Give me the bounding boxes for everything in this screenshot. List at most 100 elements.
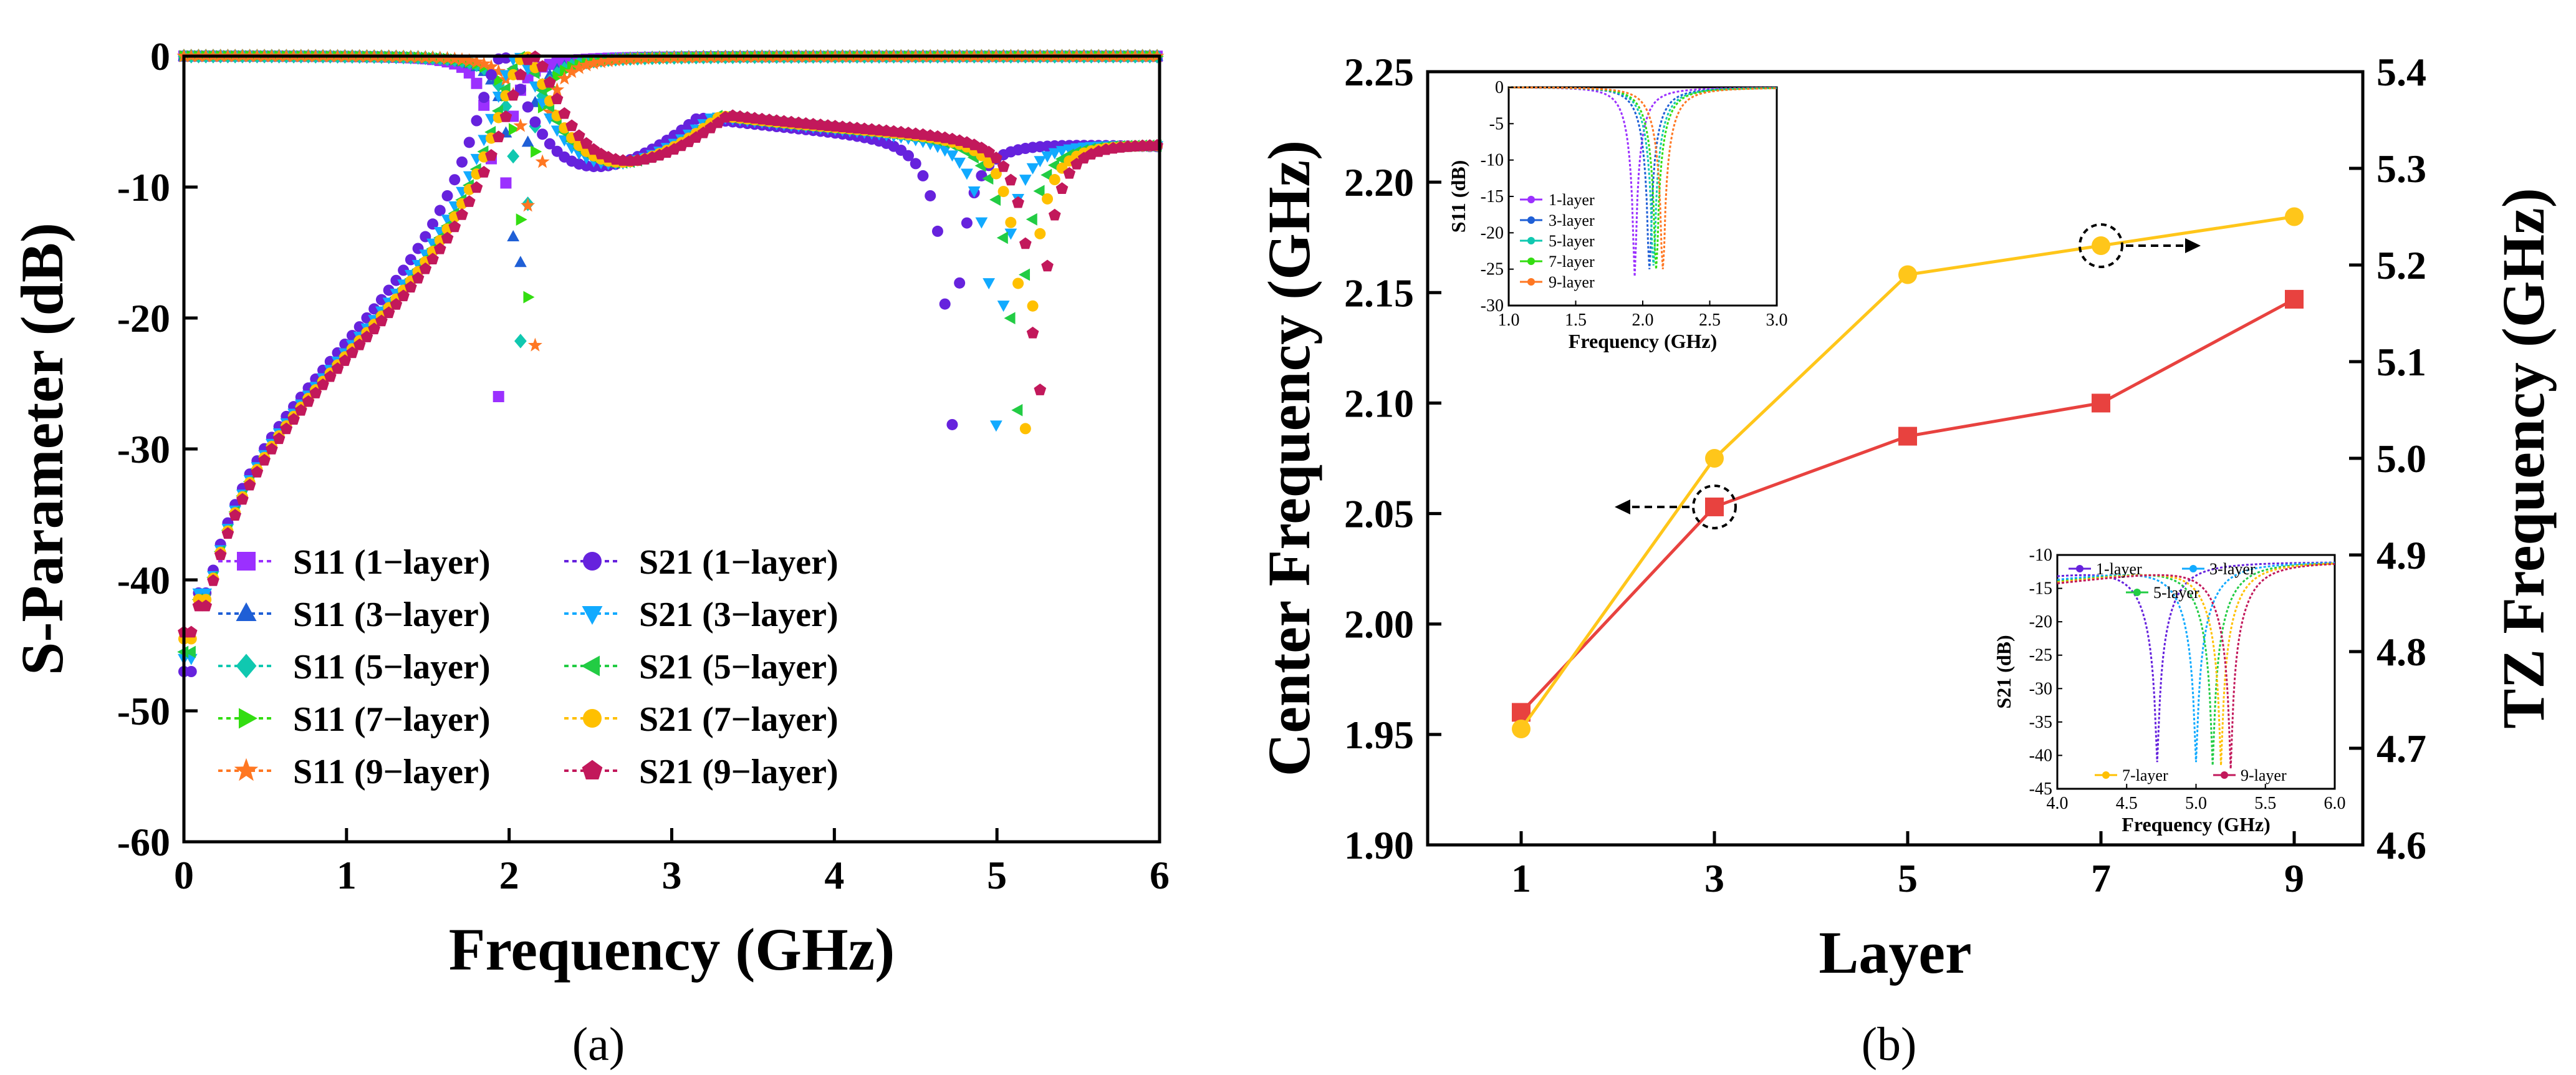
inset-x-tick-label: 1.5 — [1565, 311, 1587, 330]
data-point — [1004, 312, 1016, 325]
data-point — [1042, 193, 1054, 205]
y-left-tick-label: 2.25 — [1344, 50, 1414, 94]
data-point — [931, 225, 943, 237]
inset-legend-label: 5-layer — [2153, 584, 2199, 602]
data-point — [2285, 207, 2304, 226]
y-tick-label: -50 — [117, 689, 170, 733]
inset-x-tick-label: 2.5 — [1699, 311, 1721, 330]
data-point — [975, 217, 988, 229]
data-point — [463, 137, 475, 148]
data-point — [586, 55, 601, 70]
data-point — [1019, 268, 1031, 281]
data-point — [1047, 159, 1059, 171]
inset-legend-marker — [2221, 771, 2228, 779]
series-right — [1512, 207, 2304, 738]
inset-x-tick-label: 4.5 — [2116, 794, 2138, 813]
x-tick-label: 5 — [987, 853, 1007, 897]
inset-legend-marker — [1527, 196, 1535, 203]
data-point — [514, 256, 527, 268]
data-point — [601, 53, 616, 67]
inset-y-axis-label: S11 (dB) — [1447, 160, 1469, 233]
data-point — [514, 334, 527, 349]
data-point — [2092, 236, 2110, 255]
legend-label: S11 (5−layer) — [293, 648, 491, 687]
y-left-axis-label: Center Frequency (GHz) — [1256, 140, 1322, 776]
y-right-tick-label: 5.2 — [2377, 243, 2426, 287]
series-s11-layer-3 — [178, 49, 1163, 268]
data-point — [494, 74, 506, 86]
data-point — [989, 420, 1002, 432]
data-point — [594, 54, 608, 69]
data-point — [903, 150, 915, 161]
data-point — [478, 165, 491, 178]
data-point — [426, 253, 439, 265]
y-left-tick-label: 2.05 — [1344, 492, 1414, 536]
data-point — [1898, 265, 1917, 284]
x-tick-label: 5 — [1898, 856, 1918, 900]
data-point — [383, 284, 395, 296]
data-point — [499, 110, 512, 122]
legend-marker — [239, 708, 257, 729]
data-point — [185, 625, 198, 638]
data-point — [463, 195, 476, 207]
inset-y-tick-label: -10 — [2029, 546, 2052, 565]
data-point — [433, 242, 446, 254]
data-point — [1512, 720, 1531, 738]
annotation-arrowhead-left — [1615, 499, 1630, 514]
data-point — [469, 54, 484, 69]
data-point — [440, 51, 455, 65]
inset-legend-label: 1-layer — [1549, 191, 1595, 209]
data-point — [623, 51, 638, 65]
data-point — [1055, 153, 1067, 165]
inset-legend-label: 7-layer — [1549, 253, 1595, 271]
data-point — [476, 56, 491, 70]
inset-x-axis-label: Frequency (GHz) — [2122, 813, 2270, 836]
data-point — [2092, 393, 2110, 413]
data-point — [507, 148, 520, 164]
data-point — [339, 354, 352, 366]
inset-y-tick-label: -20 — [1481, 223, 1504, 243]
x-axis-label: Frequency (GHz) — [449, 916, 895, 983]
data-point — [449, 174, 461, 186]
inset-y-tick-label: -30 — [1481, 296, 1504, 316]
inset-y-tick-label: -5 — [1489, 114, 1504, 133]
x-tick-label: 2 — [499, 853, 519, 897]
inset-x-tick-label: 5.5 — [2254, 794, 2276, 813]
data-point — [910, 158, 921, 170]
legend-marker — [236, 653, 257, 678]
data-point — [1040, 168, 1052, 181]
inset-y-tick-label: -25 — [1481, 260, 1504, 279]
legend-marker — [582, 759, 603, 779]
data-point — [996, 231, 1008, 244]
data-point — [1049, 174, 1060, 186]
data-point — [294, 403, 307, 416]
inset-legend-marker — [2189, 565, 2197, 572]
data-point — [272, 432, 286, 445]
x-tick-label: 1 — [1511, 856, 1531, 900]
annotation-circle-center — [1692, 484, 1737, 529]
y-left-tick-label: 1.95 — [1344, 713, 1414, 757]
y-tick-label: 0 — [150, 34, 170, 79]
data-point — [630, 51, 645, 65]
inset-legend-marker — [2133, 589, 2141, 596]
data-point — [637, 51, 653, 65]
data-point — [990, 152, 1002, 163]
data-point — [309, 387, 322, 398]
inset-y-tick-label: -45 — [2029, 779, 2052, 799]
inset-x-tick-label: 4.0 — [2047, 794, 2069, 813]
legend: S11 (1−layer) S11 (3−layer) S11 (5−layer) S… — [218, 543, 839, 791]
data-point — [1048, 148, 1061, 160]
data-point — [1041, 259, 1054, 272]
data-point — [441, 231, 454, 244]
data-point — [521, 198, 536, 212]
inset-x-tick-label: 5.0 — [2185, 794, 2207, 813]
data-point — [1012, 277, 1024, 289]
data-point — [317, 378, 329, 390]
series-s21-layer-9 — [178, 50, 1163, 638]
inset-frame — [1507, 86, 1778, 307]
data-point — [989, 193, 1001, 206]
data-point — [1019, 175, 1032, 186]
data-point — [535, 154, 550, 168]
legend-label: S11 (1−layer) — [293, 543, 491, 582]
